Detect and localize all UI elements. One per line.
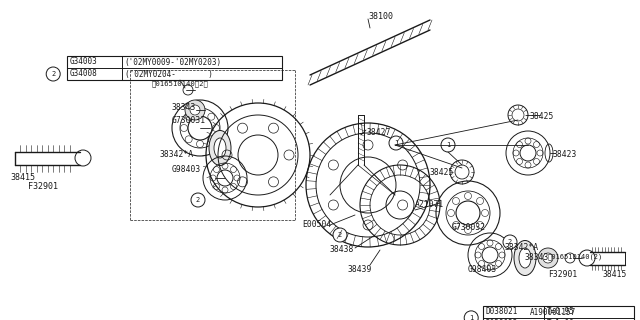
Text: ('02MY0204-       ): ('02MY0204- ) bbox=[125, 69, 212, 78]
Circle shape bbox=[46, 67, 60, 81]
Text: A190001157: A190001157 bbox=[530, 308, 576, 317]
Text: 1: 1 bbox=[469, 315, 474, 320]
Text: 2: 2 bbox=[196, 197, 200, 203]
Text: 38415: 38415 bbox=[603, 270, 627, 279]
Text: G34008: G34008 bbox=[69, 69, 97, 78]
Circle shape bbox=[190, 105, 200, 115]
Text: 1: 1 bbox=[446, 142, 450, 148]
Text: G730032: G730032 bbox=[452, 223, 486, 232]
Circle shape bbox=[503, 235, 517, 249]
Text: 2: 2 bbox=[51, 71, 55, 77]
Text: 38425: 38425 bbox=[530, 112, 554, 121]
Text: Ⓑ016510140(2): Ⓑ016510140(2) bbox=[548, 253, 604, 260]
Circle shape bbox=[185, 100, 205, 120]
Text: G730031: G730031 bbox=[172, 116, 206, 125]
Ellipse shape bbox=[514, 241, 536, 276]
Circle shape bbox=[538, 248, 558, 268]
Text: D038021: D038021 bbox=[485, 307, 518, 316]
Text: ('02MY0009-'02MY0203): ('02MY0009-'02MY0203) bbox=[125, 58, 221, 67]
Ellipse shape bbox=[209, 131, 231, 165]
Text: E00504: E00504 bbox=[302, 220, 332, 229]
Circle shape bbox=[543, 253, 553, 263]
Circle shape bbox=[464, 311, 478, 320]
Bar bbox=[67, 56, 282, 80]
Text: 38100: 38100 bbox=[368, 12, 393, 21]
Text: 38427: 38427 bbox=[367, 128, 392, 137]
Text: 38415: 38415 bbox=[10, 173, 35, 182]
Text: D038022: D038022 bbox=[485, 319, 518, 320]
Circle shape bbox=[75, 150, 91, 166]
Text: F32901: F32901 bbox=[548, 270, 577, 279]
Text: 2: 2 bbox=[338, 232, 342, 238]
Text: Ⓑ016510140（2）: Ⓑ016510140（2） bbox=[152, 80, 209, 87]
Ellipse shape bbox=[519, 248, 531, 268]
Circle shape bbox=[441, 138, 455, 152]
Text: 38425: 38425 bbox=[430, 168, 454, 177]
Text: A21071: A21071 bbox=[415, 200, 444, 209]
Text: G98403: G98403 bbox=[172, 165, 201, 174]
Bar bbox=[483, 306, 634, 320]
Text: 1: 1 bbox=[394, 140, 398, 146]
Text: T=1.00: T=1.00 bbox=[547, 319, 575, 320]
Text: 38438: 38438 bbox=[330, 245, 355, 254]
Circle shape bbox=[579, 250, 595, 266]
Text: 38343: 38343 bbox=[172, 103, 196, 112]
Text: G34003: G34003 bbox=[69, 58, 97, 67]
Circle shape bbox=[191, 193, 205, 207]
Text: 38343: 38343 bbox=[525, 253, 549, 262]
Text: T=0.95: T=0.95 bbox=[547, 307, 575, 316]
Circle shape bbox=[389, 136, 403, 150]
Text: 38342*A: 38342*A bbox=[160, 150, 194, 159]
Ellipse shape bbox=[214, 138, 226, 158]
Text: F32901: F32901 bbox=[28, 182, 58, 191]
Text: G98403: G98403 bbox=[468, 265, 497, 274]
Text: 38342*A: 38342*A bbox=[505, 243, 539, 252]
Text: 38423: 38423 bbox=[553, 150, 577, 159]
Text: 2: 2 bbox=[508, 239, 512, 245]
Circle shape bbox=[333, 228, 347, 242]
Text: 38439: 38439 bbox=[348, 265, 372, 274]
